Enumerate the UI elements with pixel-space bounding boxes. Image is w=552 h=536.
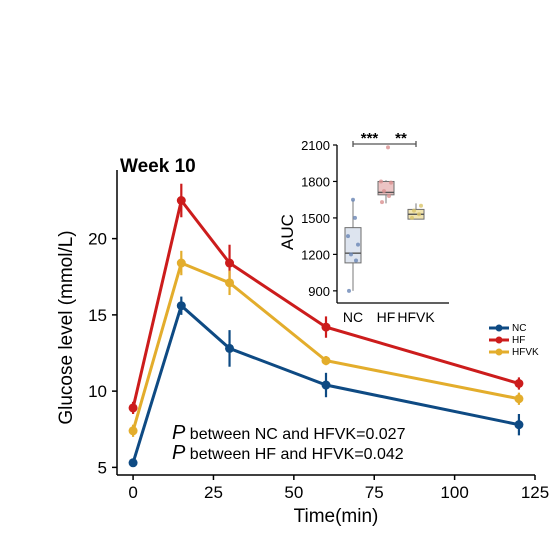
legend-marker-hfvk	[495, 348, 503, 356]
data-point	[321, 356, 331, 366]
x-tick-label: 50	[284, 483, 303, 502]
legend: NC HF HFVK	[489, 323, 539, 358]
inset-y-tick-label: 900	[308, 284, 330, 299]
box-point	[386, 145, 390, 150]
inset-y-axis-title: AUC	[278, 214, 297, 250]
legend-marker-nc	[495, 324, 503, 332]
data-point	[514, 420, 524, 430]
data-point	[225, 343, 235, 353]
x-tick-label: 75	[365, 483, 384, 502]
box-point	[346, 234, 350, 239]
inset-x-label-hfvk: HFVK	[397, 309, 435, 325]
data-point	[176, 258, 186, 268]
data-point	[128, 426, 138, 436]
data-point	[514, 394, 524, 404]
box-point	[379, 179, 383, 184]
box-point	[387, 194, 391, 199]
box-point	[356, 242, 360, 247]
x-axis-ticks: 0 25 50 75 100 125	[128, 475, 549, 502]
box-hfvk	[407, 203, 425, 220]
box-point	[389, 180, 393, 185]
p-symbol: P	[172, 422, 186, 444]
data-point	[128, 403, 138, 413]
y-tick-label: 15	[88, 306, 107, 325]
series-hf	[128, 183, 524, 414]
box-nc	[344, 197, 362, 293]
box-point	[410, 215, 414, 220]
data-point	[176, 301, 186, 311]
box-point	[351, 197, 355, 202]
box-point	[382, 189, 386, 194]
inset-x-axis-labels: NC HF HFVK	[343, 309, 435, 325]
y-axis-ticks: 5 10 15 20	[88, 230, 117, 477]
legend-label-hfvk: HFVK	[512, 347, 539, 358]
legend-label-nc: NC	[512, 323, 526, 334]
p-value-annotation-hf-hfvk: P between HF and HFVK=0.042	[172, 442, 404, 464]
data-point	[128, 458, 138, 468]
p-text: between NC and HFVK=0.027	[185, 426, 405, 443]
y-axis-title: Glucose level (mmol/L)	[56, 230, 77, 424]
x-axis-title: Time(min)	[294, 506, 379, 527]
significance-label: ***	[361, 130, 379, 147]
legend-item-hf: HF	[489, 335, 525, 346]
p-value-annotation-nc-hfvk: P between NC and HFVK=0.027	[172, 422, 406, 444]
box-point	[419, 203, 423, 208]
legend-marker-hf	[495, 336, 503, 344]
inset-y-tick-label: 1500	[301, 211, 330, 226]
inset-x-label-nc: NC	[343, 309, 363, 325]
box-point	[417, 212, 421, 217]
x-tick-label: 0	[128, 483, 137, 502]
data-point	[321, 322, 331, 332]
data-point	[176, 196, 186, 205]
box-point	[353, 215, 357, 220]
box-point	[349, 252, 353, 257]
legend-item-nc: NC	[489, 323, 526, 334]
p-symbol: P	[172, 442, 186, 464]
inset-y-tick-label: 2100	[301, 138, 330, 153]
y-tick-label: 10	[88, 382, 107, 401]
box-body	[377, 180, 395, 196]
panel-title: Week 10	[120, 156, 196, 177]
series-group	[128, 183, 524, 468]
box-point	[380, 200, 384, 205]
box-point	[354, 258, 358, 263]
x-tick-label: 25	[204, 483, 223, 502]
inset-y-axis-ticks: 900 1200 1500 1800 2100	[301, 138, 337, 299]
inset-boxes	[344, 145, 425, 293]
inset-x-label-hf: HF	[377, 309, 396, 325]
series-hfvk	[128, 250, 524, 437]
box-hf	[377, 145, 395, 205]
data-point	[514, 379, 524, 388]
data-point	[225, 258, 235, 268]
p-text: between HF and HFVK=0.042	[185, 446, 403, 463]
inset-y-tick-label: 1200	[301, 247, 330, 262]
legend-item-hfvk: HFVK	[489, 347, 539, 358]
legend-label-hf: HF	[512, 335, 525, 346]
y-tick-label: 5	[98, 458, 107, 477]
x-tick-label: 125	[521, 483, 549, 502]
data-point	[321, 380, 331, 390]
significance-label: **	[395, 130, 407, 147]
box-point	[412, 208, 416, 213]
x-tick-label: 100	[440, 483, 468, 502]
y-tick-label: 20	[88, 230, 107, 249]
data-point	[225, 278, 235, 288]
significance-bracket: *** **	[352, 130, 417, 147]
box-point	[347, 288, 351, 293]
series-nc	[128, 296, 524, 468]
inset-y-tick-label: 1800	[301, 174, 330, 189]
